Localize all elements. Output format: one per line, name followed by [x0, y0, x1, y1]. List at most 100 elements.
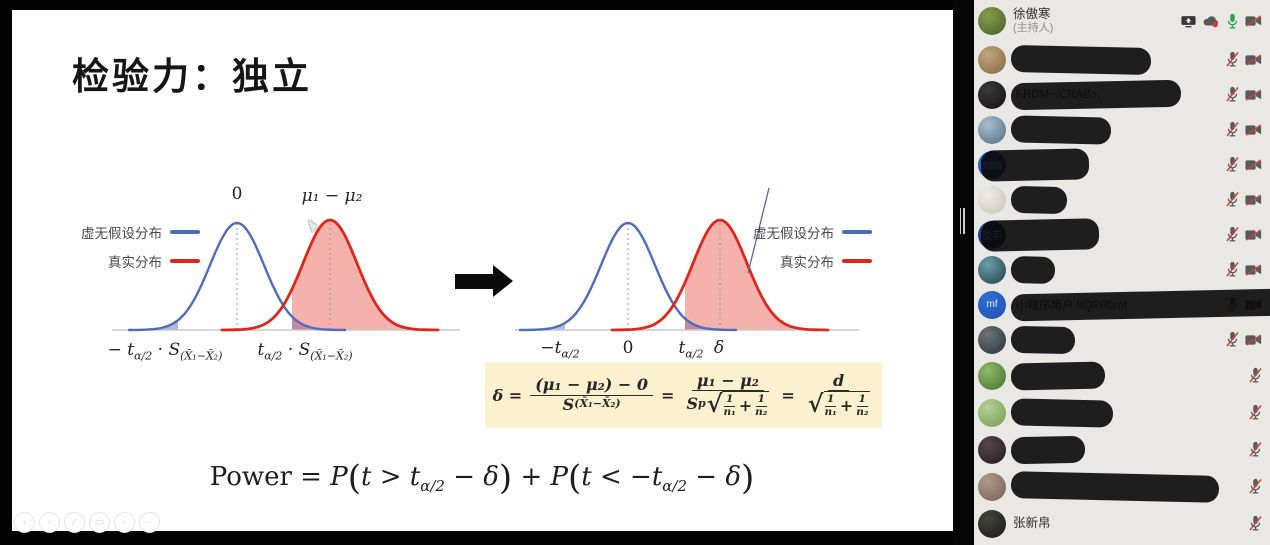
participant-row[interactable]: mf小程序用户 ItQPRbmf: [974, 287, 1270, 322]
distribution-chart-right: [513, 203, 861, 337]
participant-name: 张新帛: [1013, 515, 1051, 530]
camera-off-icon[interactable]: [1245, 193, 1262, 206]
participant-controls: [1249, 367, 1262, 384]
ink-tools-button[interactable]: ▭: [89, 512, 110, 533]
delta-formula-box: δ = (μ₁ − μ₂) − 0 S (X̄₁−X̄₂) = μ₁ − μ₂ S…: [485, 362, 882, 428]
participant-avatar: [978, 7, 1006, 35]
muted-mic-icon[interactable]: [1249, 515, 1262, 532]
participant-controls: [1226, 121, 1262, 138]
camera-off-icon[interactable]: [1245, 263, 1262, 276]
participant-row[interactable]: 张新帛: [974, 505, 1270, 542]
participant-row[interactable]: [974, 42, 1270, 77]
participant-name-area: [1010, 431, 1249, 468]
magnifier-button[interactable]: ◦: [114, 512, 135, 533]
participant-avatar: [978, 472, 1006, 501]
legend-left: 虚无假设分布 真实分布: [78, 222, 200, 271]
muted-mic-icon[interactable]: [1226, 121, 1239, 138]
prev-slide-button[interactable]: ‹: [14, 512, 35, 533]
participant-avatar: [978, 115, 1006, 144]
null-dist-swatch: [170, 229, 200, 235]
label-neg-t-s: − tα/2 · S(X̄₁−X̄₂): [107, 340, 223, 363]
label-pos-t-s: tα/2 · S(X̄₁−X̄₂): [257, 340, 353, 363]
participant-name-area: [980, 147, 1226, 182]
name-redaction: [1010, 44, 1152, 75]
participant-row[interactable]: [974, 322, 1270, 357]
name-redaction: [1010, 397, 1114, 428]
participant-name-area: [980, 217, 1226, 252]
participant-row[interactable]: FRDM~/CRAB+,: [974, 77, 1270, 112]
camera-off-icon[interactable]: [1245, 123, 1262, 136]
participant-name-area: [1010, 394, 1249, 431]
participant-role: (主持人): [1013, 22, 1054, 35]
muted-mic-icon[interactable]: [1249, 478, 1262, 495]
mic-on-icon[interactable]: [1226, 13, 1239, 30]
muted-mic-icon[interactable]: [1226, 226, 1239, 243]
name-redaction: [1010, 255, 1056, 284]
chart-right-svg: [515, 218, 859, 332]
muted-mic-icon[interactable]: [1226, 191, 1239, 208]
cloud-recording-icon[interactable]: [1202, 15, 1220, 28]
label-neg-t-right: −tα/2: [540, 338, 580, 361]
legend-null-label: 虚无假设分布: [81, 226, 162, 241]
legend-right: 虚无假设分布 真实分布: [700, 222, 872, 271]
muted-mic-icon[interactable]: [1226, 331, 1239, 348]
more-button[interactable]: ⋯: [139, 512, 160, 533]
muted-mic-icon[interactable]: [1249, 367, 1262, 384]
participant-row[interactable]: [974, 468, 1270, 505]
label-pos-t-right: tα/2: [678, 338, 704, 361]
label-zero-left: 0: [231, 184, 243, 204]
chart-left-svg: [112, 218, 460, 332]
presentation-toolbar: ‹ › ∕ ▭ ◦ ⋯: [14, 512, 160, 533]
panel-resize-handle[interactable]: [958, 208, 966, 234]
participant-row[interactable]: [974, 252, 1270, 287]
participant-controls: [1226, 331, 1262, 348]
screen-share-icon[interactable]: [1181, 15, 1196, 28]
participant-controls: [1249, 441, 1262, 458]
distribution-chart-left: [110, 203, 462, 337]
participant-row[interactable]: [974, 394, 1270, 431]
participant-name-area: [1010, 468, 1249, 505]
name-redaction: [1010, 79, 1182, 110]
name-redaction: [1010, 361, 1106, 390]
participant-row[interactable]: [974, 357, 1270, 394]
muted-mic-icon[interactable]: [1226, 86, 1239, 103]
participant-row[interactable]: 徐傲寒 (主持人): [974, 0, 1270, 42]
participant-controls: [1249, 404, 1262, 421]
muted-mic-icon[interactable]: [1226, 261, 1239, 278]
annotation-line: [747, 187, 770, 274]
camera-off-icon[interactable]: [1245, 333, 1262, 346]
camera-off-icon[interactable]: [1245, 15, 1262, 27]
participant-row[interactable]: 俊宇: [974, 217, 1270, 252]
pen-button[interactable]: ∕: [64, 512, 85, 533]
camera-off-icon[interactable]: [1245, 228, 1262, 241]
participant-row[interactable]: 刘楠: [974, 147, 1270, 182]
label-mu-diff: μ₁ − μ₂: [301, 186, 363, 206]
camera-off-icon[interactable]: [1245, 158, 1262, 171]
next-slide-button[interactable]: ›: [39, 512, 60, 533]
participant-controls: [1226, 226, 1262, 243]
participant-name-area: 小程序用户 ItQPRbmf: [1010, 287, 1270, 322]
camera-off-icon[interactable]: [1245, 88, 1262, 101]
participant-row[interactable]: [974, 182, 1270, 217]
muted-mic-icon[interactable]: [1226, 51, 1239, 68]
participant-name: 徐傲寒: [1013, 6, 1051, 21]
muted-mic-icon[interactable]: [1226, 156, 1239, 173]
legend-true-row: 真实分布: [700, 251, 872, 271]
camera-off-icon[interactable]: [1245, 53, 1262, 66]
participant-controls: [1249, 478, 1262, 495]
label-zero-right: 0: [622, 338, 634, 358]
legend-null-label: 虚无假设分布: [753, 226, 834, 241]
participant-name-area: [1010, 252, 1226, 287]
participant-avatar: [978, 255, 1006, 284]
muted-mic-icon[interactable]: [1249, 404, 1262, 421]
participant-avatar: [978, 185, 1006, 214]
participant-row[interactable]: [974, 431, 1270, 468]
participant-avatar: [978, 45, 1006, 74]
true-dist-swatch: [170, 258, 200, 264]
muted-mic-icon[interactable]: [1249, 441, 1262, 458]
participant-row[interactable]: [974, 112, 1270, 147]
name-redaction: [1010, 435, 1086, 464]
participant-avatar: [978, 361, 1006, 390]
